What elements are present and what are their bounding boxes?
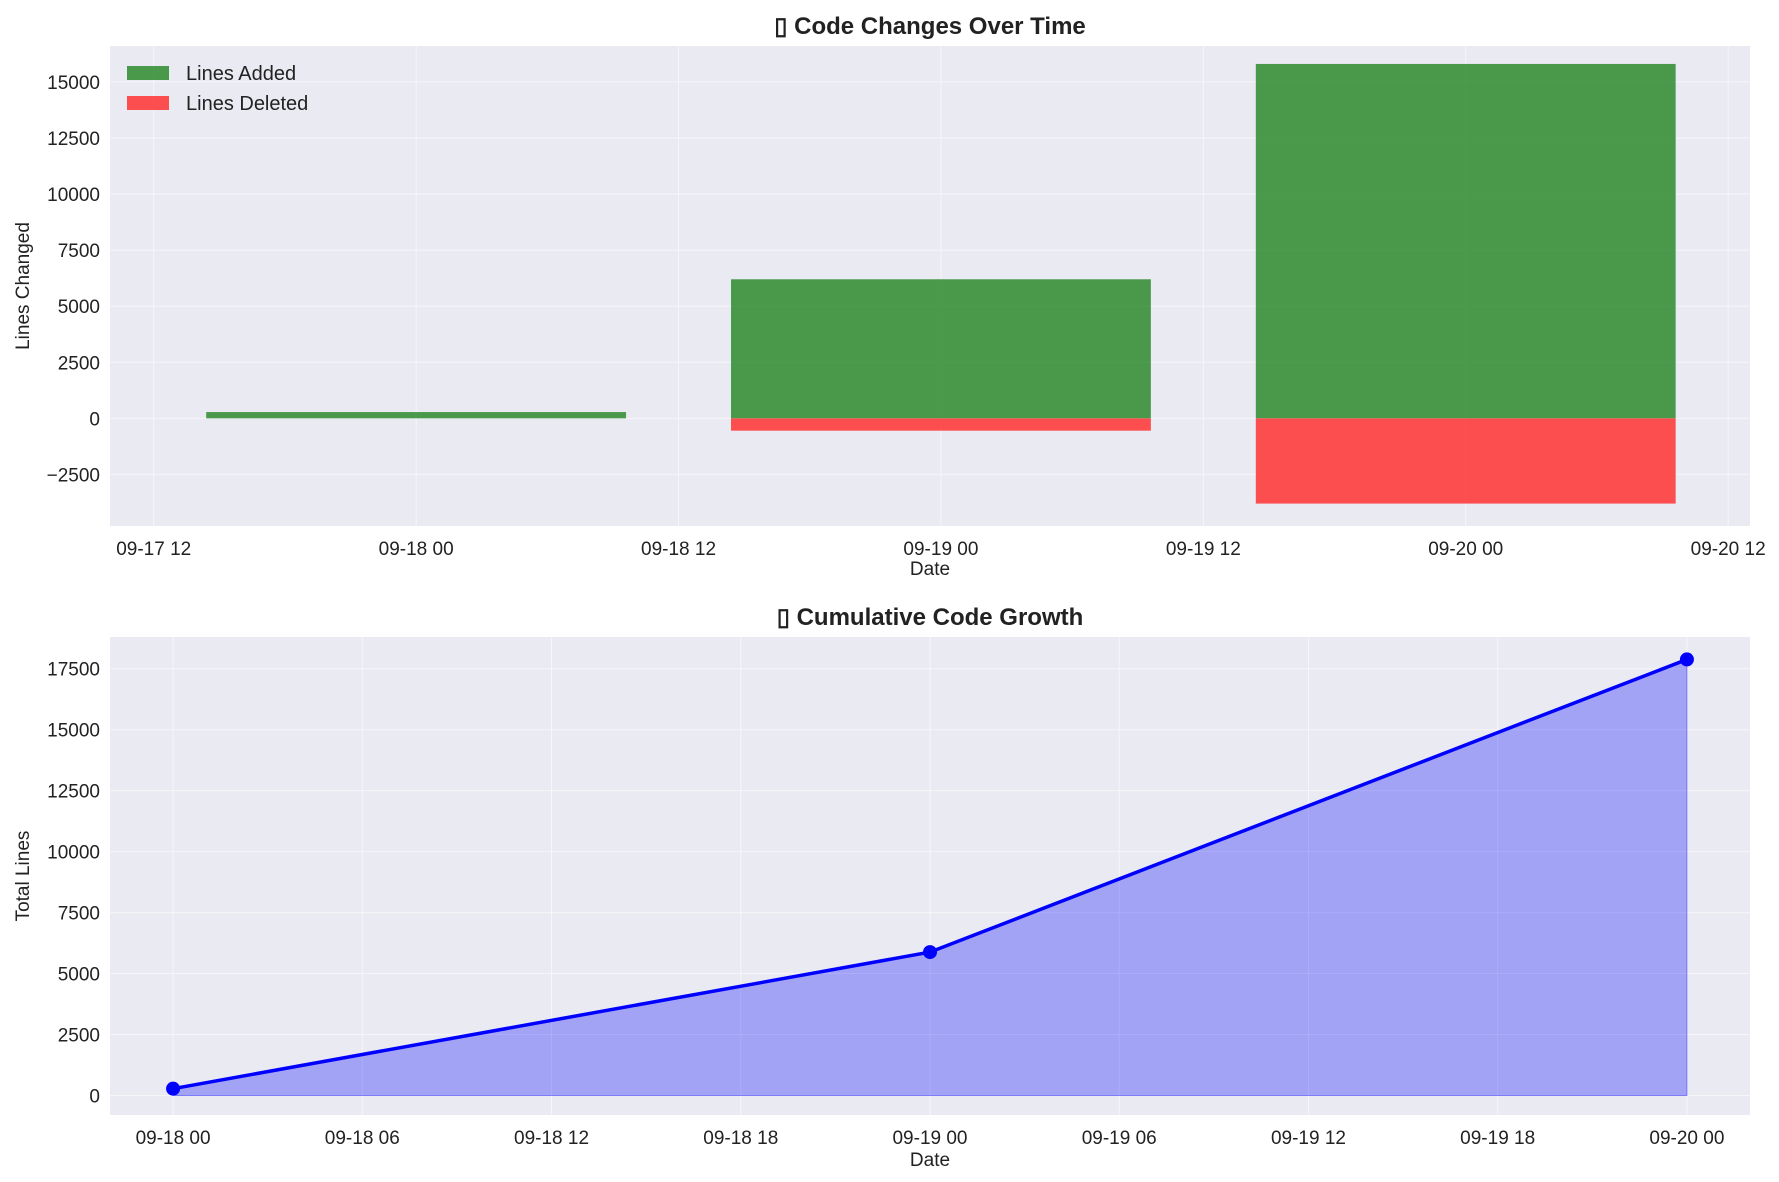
cumulative-growth-chart: 09-18 00 09-18 06 09-18 12 09-18 18 09-19 00… [13,604,1750,1171]
legend-swatch-lines-added [127,66,169,80]
bar-lines-deleted [1256,418,1676,503]
code-changes-title: ▯ Code Changes Over Time [774,13,1086,40]
x-tick-label: 09-18 00 [136,1128,211,1149]
y-tick-label: 5000 [58,965,100,986]
x-tick-label: 09-18 06 [325,1128,400,1149]
y-tick-label: 7500 [58,904,100,925]
bar-lines-deleted [731,418,1151,430]
cumulative-growth-x-label: Date [910,1150,950,1171]
x-tick-label: 09-18 18 [703,1128,778,1149]
cumulative-point [923,945,937,959]
cumulative-point [166,1082,180,1096]
cumulative-growth-title: ▯ Cumulative Code Growth [777,604,1084,631]
x-tick-label: 09-20 00 [1428,539,1503,560]
y-tick-label: 0 [89,409,100,430]
y-tick-label: 10000 [47,185,100,206]
code-changes-y-ticks: −2500 0 2500 5000 7500 10000 12500 15000 [47,73,100,487]
x-tick-label: 09-19 00 [903,539,978,560]
bar-lines-added [731,279,1151,418]
cumulative-growth-y-label: Total Lines [13,831,34,922]
y-tick-label: 12500 [47,782,100,803]
y-tick-label: 17500 [47,660,100,681]
bar-lines-added [1256,64,1676,418]
y-tick-label: 7500 [58,241,100,262]
legend-label-lines-deleted: Lines Deleted [186,93,308,115]
y-tick-label: 15000 [47,73,100,94]
x-tick-label: 09-19 12 [1166,539,1241,560]
x-tick-label: 09-17 12 [116,539,191,560]
x-tick-label: 09-18 12 [641,539,716,560]
legend-label-lines-added: Lines Added [186,63,296,85]
x-tick-label: 09-19 00 [892,1128,967,1149]
x-tick-label: 09-20 00 [1649,1128,1724,1149]
cumulative-growth-x-ticks: 09-18 00 09-18 06 09-18 12 09-18 18 09-19 00… [136,1128,1725,1149]
y-tick-label: 5000 [58,297,100,318]
y-tick-label: 15000 [47,721,100,742]
y-tick-label: −2500 [47,465,100,486]
x-tick-label: 09-19 06 [1082,1128,1157,1149]
cumulative-point [1680,652,1694,666]
y-tick-label: 12500 [47,129,100,150]
bar-lines-added [206,412,626,418]
code-changes-x-label: Date [910,559,950,580]
y-tick-label: 2500 [58,353,100,374]
legend-swatch-lines-deleted [127,96,169,110]
y-tick-label: 0 [89,1086,100,1107]
y-tick-label: 2500 [58,1026,100,1047]
x-tick-label: 09-19 12 [1271,1128,1346,1149]
x-tick-label: 09-20 12 [1691,539,1766,560]
y-tick-label: 10000 [47,843,100,864]
x-tick-label: 09-18 00 [379,539,454,560]
cumulative-growth-y-ticks: 0 2500 5000 7500 10000 12500 15000 17500 [47,660,100,1108]
code-changes-chart: 09-17 12 09-18 00 09-18 12 09-19 00 09-19 12… [13,13,1766,580]
code-changes-y-label: Lines Changed [13,222,34,350]
code-changes-x-ticks: 09-17 12 09-18 00 09-18 12 09-19 00 09-19 12… [116,539,1765,560]
x-tick-label: 09-18 12 [514,1128,589,1149]
x-tick-label: 09-19 18 [1460,1128,1535,1149]
